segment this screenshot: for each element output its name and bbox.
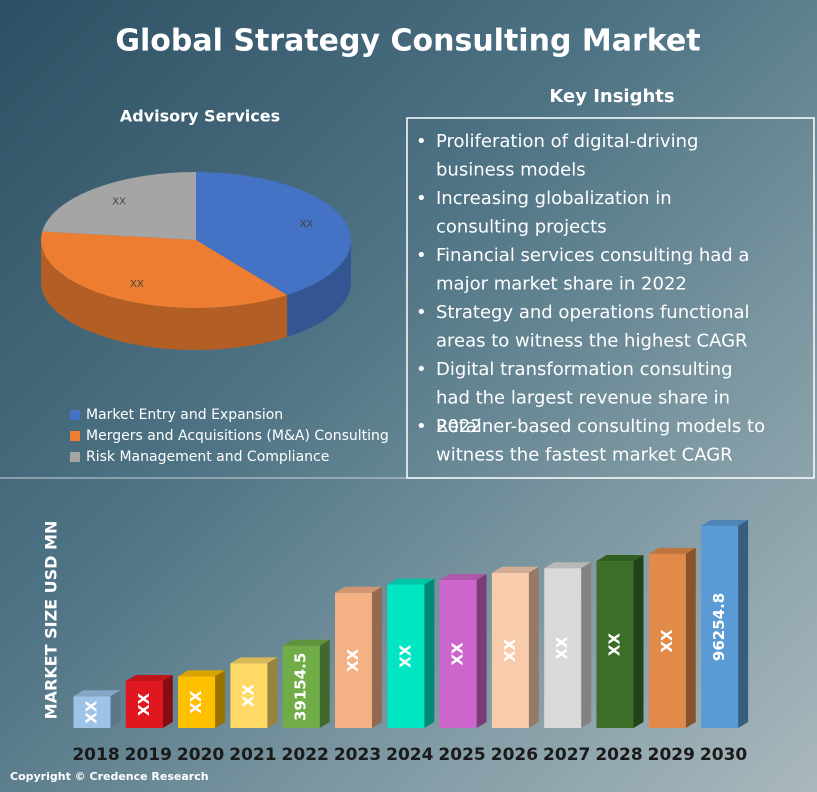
bar-value-label: XX: [553, 636, 571, 660]
bar-side: [581, 562, 592, 728]
insight-item: Digital transformation consulting had the…: [436, 359, 733, 437]
x-tick-label: 2022: [282, 745, 329, 765]
bar-top: [73, 690, 121, 697]
legend-label: Risk Management and Compliance: [86, 449, 329, 465]
bar: [335, 592, 372, 728]
bar-value-label: 39154.5: [292, 653, 310, 721]
bullet: •: [416, 302, 427, 323]
bar-side: [319, 639, 330, 728]
bar-top: [439, 573, 487, 580]
bar: [544, 568, 582, 728]
bullet: •: [416, 188, 427, 209]
bullet: •: [416, 245, 427, 266]
pie-value-label: XX: [300, 219, 314, 230]
bar: [125, 680, 163, 728]
bar-value-label: XX: [501, 638, 519, 662]
bar-side: [110, 690, 121, 728]
bar: [178, 676, 216, 728]
legend-swatch: [70, 452, 80, 462]
bar-top: [701, 519, 749, 526]
legend-label: Mergers and Acquisitions (M&A) Consultin…: [86, 428, 389, 444]
bar-value-label: XX: [239, 684, 257, 708]
bar: [387, 584, 425, 728]
bar-side: [528, 566, 539, 728]
insight-item: Strategy and operations functional areas …: [436, 302, 750, 352]
bullet: •: [416, 359, 427, 380]
copyright: Copyright © Credence Research: [10, 770, 209, 783]
insight-item: Proliferation of digital-driving business…: [436, 131, 698, 181]
insight-item: Financial services consulting had a major…: [436, 245, 749, 295]
x-tick-label: 2030: [700, 745, 747, 765]
bar: [491, 572, 529, 728]
bar-value-label: 96254.8: [710, 593, 728, 661]
x-tick-label: 2018: [72, 745, 119, 765]
bar-value-label: XX: [658, 629, 676, 653]
bar-top: [387, 578, 435, 585]
bar: [73, 696, 111, 728]
bar: [230, 663, 268, 728]
legend-swatch: [70, 431, 80, 441]
bar: [648, 553, 686, 728]
x-tick-label: 2025: [438, 745, 485, 765]
page-title: Global Strategy Consulting Market: [115, 24, 700, 59]
insights-box: [406, 117, 815, 479]
insights-title: Key Insights: [549, 86, 674, 107]
bar: [701, 525, 739, 728]
bar-side: [476, 573, 487, 728]
insight-item: Retainer-based consulting models to witne…: [436, 416, 765, 466]
bar-top: [648, 547, 696, 554]
x-tick-label: 2023: [334, 745, 381, 765]
bar-value-label: XX: [606, 633, 624, 657]
bar-top: [335, 586, 382, 593]
bar-top: [178, 670, 226, 677]
pie-side: [287, 240, 351, 338]
bar-value-label: XX: [83, 700, 101, 724]
bar-side: [738, 519, 749, 728]
bar-value-label: XX: [187, 690, 205, 714]
x-tick-label: 2029: [648, 745, 695, 765]
bar-value-label: XX: [344, 648, 362, 672]
y-axis-label: MARKET SIZE USD MN: [42, 521, 61, 720]
bar-value-label: XX: [135, 692, 153, 716]
bar-top: [230, 657, 278, 664]
bar: [282, 645, 320, 728]
bar-top: [491, 566, 539, 573]
x-tick-label: 2019: [125, 745, 172, 765]
x-tick-label: 2028: [595, 745, 642, 765]
pie-value-label: XX: [112, 197, 126, 208]
x-tick-label: 2021: [229, 745, 276, 765]
legend-label: Market Entry and Expansion: [86, 407, 283, 423]
bullet: •: [416, 416, 427, 437]
bar-side: [633, 555, 644, 728]
insight-item: Increasing globalization in consulting pr…: [436, 188, 672, 238]
bar-side: [685, 547, 696, 728]
x-tick-label: 2026: [491, 745, 538, 765]
pie-slice: [196, 172, 352, 296]
bar-top: [282, 639, 330, 646]
x-tick-label: 2027: [543, 745, 590, 765]
pie-title: Advisory Services: [120, 107, 280, 126]
bar-side: [424, 578, 435, 728]
x-tick-label: 2020: [177, 745, 224, 765]
bar-top: [125, 674, 173, 681]
bar-side: [372, 586, 382, 728]
bullet: •: [416, 131, 427, 152]
bar: [439, 579, 477, 728]
x-tick-label: 2024: [386, 745, 433, 765]
bar-value-label: XX: [449, 642, 467, 666]
bar-top: [596, 555, 644, 562]
pie-side: [41, 240, 288, 350]
legend-swatch: [70, 410, 80, 420]
bar-top: [544, 562, 592, 569]
bar-side: [267, 657, 278, 728]
pie-value-label: XX: [130, 279, 144, 290]
bar-side: [215, 670, 226, 728]
bar-value-label: XX: [396, 644, 414, 668]
pie-slice: [40, 231, 288, 308]
bar: [596, 561, 634, 728]
pie-slice: [42, 172, 196, 240]
bar-side: [162, 674, 173, 728]
